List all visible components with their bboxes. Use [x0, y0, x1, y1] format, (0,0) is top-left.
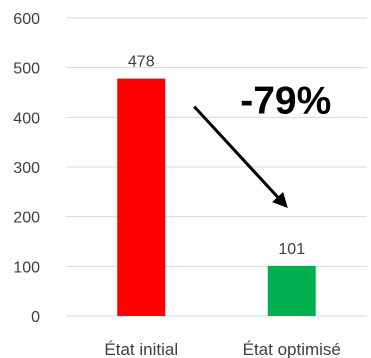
data-label: 478: [128, 54, 155, 71]
gridlines: [66, 17, 367, 317]
x-axis: État initial État optimisé: [104, 340, 340, 358]
reduction-label: -79%: [240, 80, 331, 123]
data-label: 101: [278, 241, 305, 258]
y-tick-label: 0: [31, 309, 40, 326]
reduction-arrow: [193, 105, 288, 209]
y-tick-label: 600: [13, 11, 40, 28]
y-tick-label: 400: [13, 110, 40, 127]
y-axis: 0 100 200 300 400 500 600: [13, 11, 40, 326]
y-tick-label: 100: [13, 259, 40, 276]
x-tick-label: État initial: [104, 340, 178, 358]
annotation: -79%: [193, 80, 331, 209]
y-tick-label: 200: [13, 210, 40, 227]
bar: [267, 265, 316, 316]
y-tick-label: 300: [13, 160, 40, 177]
bars: [117, 78, 316, 317]
bar: [117, 78, 166, 317]
x-tick-label: État optimisé: [243, 340, 341, 358]
y-tick-label: 500: [13, 61, 40, 78]
data-labels: 478 101: [128, 54, 305, 258]
